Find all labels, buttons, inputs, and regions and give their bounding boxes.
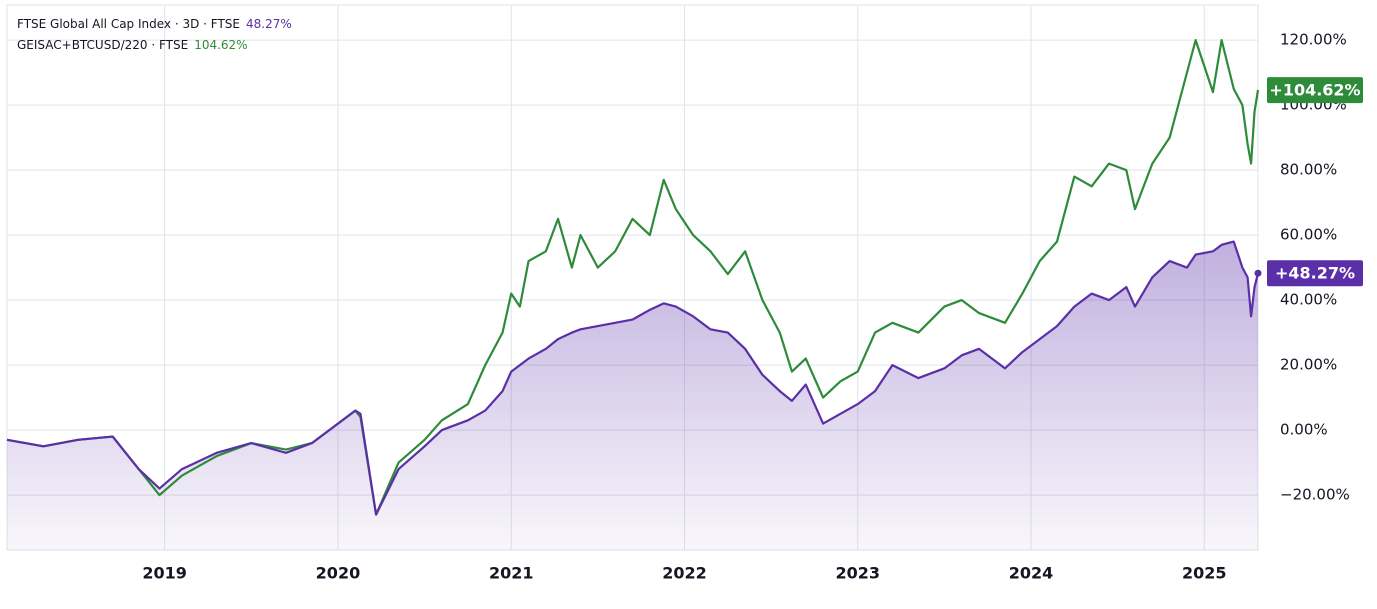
legend-entry: FTSE Global All Cap Index · 3D · FTSE 48.… [17,17,292,31]
y-tick-label: −20.00% [1280,486,1350,504]
y-tick-label: 80.00% [1280,161,1337,179]
last-value-badge [1267,260,1363,287]
last-point [1254,269,1262,277]
line [6,240,1260,516]
x-tick-label: 2022 [662,564,707,583]
x-tick-label: 2025 [1182,564,1227,583]
last-value-label: +104.62% [1269,81,1360,100]
last-value-label: +48.27% [1275,264,1355,283]
x-tick-label: 2023 [835,564,880,583]
legend-name: FTSE Global All Cap Index · 3D · FTSE [17,17,240,31]
x-tick-label: 2024 [1009,564,1054,583]
legend-value: 48.27% [246,17,292,31]
y-tick-label: 120.00% [1280,31,1347,49]
legend-entry: GEISAC+BTCUSD/220 · FTSE 104.62% [17,38,248,52]
x-tick-label: 2021 [489,564,534,583]
y-tick-label: 40.00% [1280,291,1337,309]
x-tick-label: 2020 [316,564,361,583]
last-value-badge [1267,77,1363,104]
legend-value: 104.62% [194,38,247,52]
y-tick-label: 60.00% [1280,226,1337,244]
y-tick-label: 0.00% [1280,421,1328,439]
area [7,241,1258,550]
y-tick-label: 20.00% [1280,356,1337,374]
legend: FTSE Global All Cap Index · 3D · FTSE 48.… [17,17,292,52]
x-tick-label: 2019 [142,564,187,583]
legend-name: GEISAC+BTCUSD/220 · FTSE [17,38,188,52]
